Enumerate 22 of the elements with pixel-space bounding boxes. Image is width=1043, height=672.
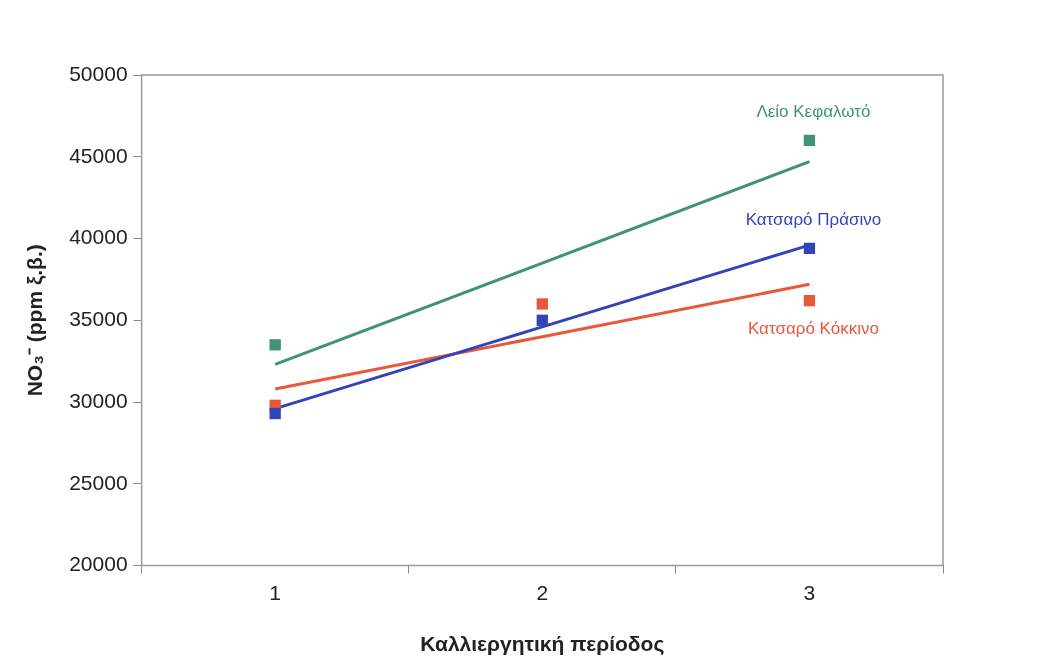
y-tick-label: 40000 — [69, 225, 128, 249]
y-axis-title: NO₃⁻ (ppm ξ.β.) — [23, 244, 47, 397]
x-axis-title: Καλλιεργητική περίοδος — [420, 632, 665, 657]
y-tick-label: 50000 — [69, 61, 128, 85]
x-tick-label: 1 — [269, 581, 282, 604]
series-label: Κατσαρό Κόκκινο — [747, 318, 879, 338]
point — [803, 242, 816, 254]
series-label: Κατσαρό Πράσινο — [745, 209, 882, 229]
point — [269, 407, 281, 420]
point — [803, 295, 816, 307]
y-tick-label: 30000 — [69, 388, 128, 412]
x-tick-label: 3 — [803, 581, 816, 604]
y-tick-label: 35000 — [69, 307, 128, 331]
point — [536, 298, 548, 310]
y-tick-label: 20000 — [69, 552, 128, 576]
y-tick-label: 45000 — [69, 143, 128, 167]
point — [803, 134, 816, 147]
point — [269, 339, 281, 351]
x-tick-label: 2 — [536, 581, 549, 604]
series-label: Λείο Κεφαλωτό — [756, 101, 871, 121]
y-tick-label: 25000 — [69, 470, 128, 494]
point — [536, 314, 548, 326]
